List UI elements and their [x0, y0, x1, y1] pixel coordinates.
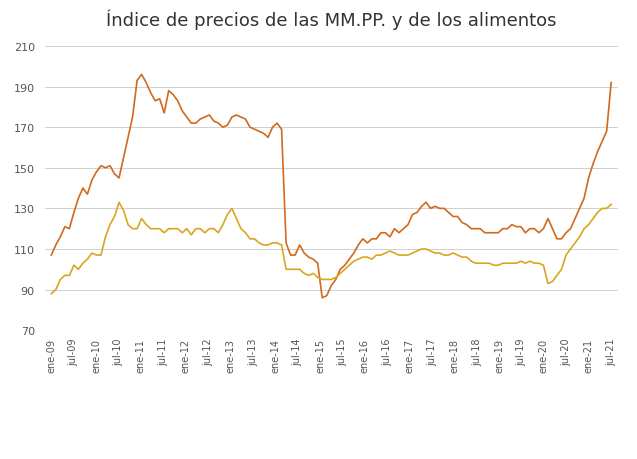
Title: Índice de precios de las MM.PP. y de los alimentos: Índice de precios de las MM.PP. y de los… [106, 9, 557, 30]
